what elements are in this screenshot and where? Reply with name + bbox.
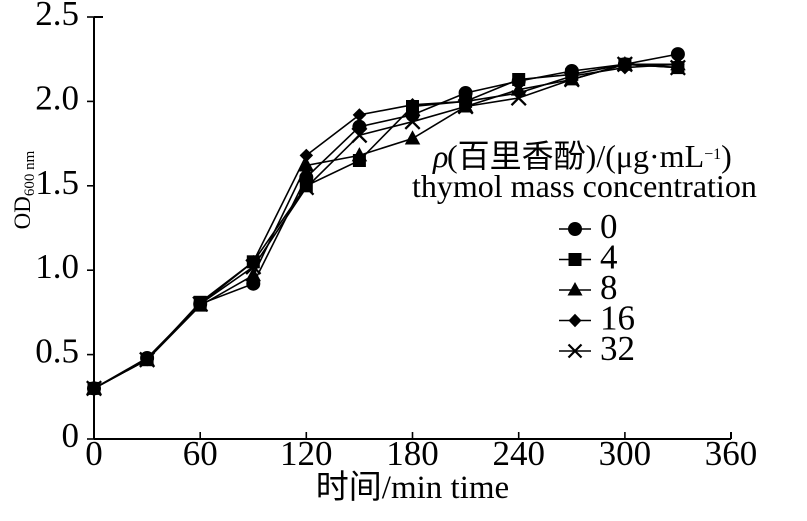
svg-text:120: 120 xyxy=(280,434,333,473)
svg-text:0: 0 xyxy=(85,434,103,473)
svg-text:2.0: 2.0 xyxy=(35,78,79,117)
svg-text:300: 300 xyxy=(599,434,652,473)
svg-text:thymol mass concentration: thymol mass concentration xyxy=(412,168,757,204)
svg-text:1.5: 1.5 xyxy=(35,163,79,202)
svg-text:180: 180 xyxy=(386,434,439,473)
svg-text:0: 0 xyxy=(62,416,80,455)
svg-text:1.0: 1.0 xyxy=(35,247,79,286)
svg-text:2.5: 2.5 xyxy=(35,0,79,33)
svg-text:时间/min time: 时间/min time xyxy=(316,470,509,506)
svg-text:60: 60 xyxy=(183,434,218,473)
svg-text:32: 32 xyxy=(600,329,635,368)
svg-text:0.5: 0.5 xyxy=(35,332,79,371)
svg-text:360: 360 xyxy=(705,434,758,473)
svg-text:240: 240 xyxy=(492,434,545,473)
